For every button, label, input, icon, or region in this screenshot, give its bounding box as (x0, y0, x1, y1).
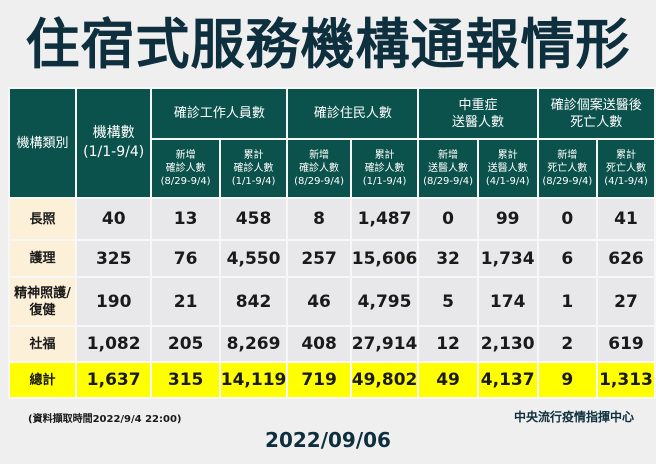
cell-residents-total: 4,795 (351, 278, 418, 325)
cell-severe-new: 0 (419, 199, 477, 239)
cell-staff-new: 13 (152, 199, 219, 239)
cell-deaths-total: 27 (597, 278, 654, 325)
cell-staff-new: 21 (152, 278, 219, 325)
cell-residents-new: 719 (288, 363, 350, 397)
subheader-staff-total: 累計 確診人數 (1/1-9/4) (220, 140, 287, 197)
cell-residents-new: 257 (288, 241, 350, 276)
subheader-severe-total: 累計 送醫人數 (4/1-9/4) (478, 140, 537, 197)
header-institutions: 機構數 (1/1-9/4) (76, 89, 151, 197)
cell-deaths-new: 9 (538, 363, 596, 397)
header-group-deaths: 確診個案送醫後 死亡人數 (538, 89, 654, 138)
cell-severe-total: 99 (478, 199, 537, 239)
cell-residents-new: 408 (288, 327, 350, 361)
cell-residents-total: 27,914 (351, 327, 418, 361)
table-row: 長照 40 13 458 8 1,487 0 99 0 41 (10, 199, 654, 239)
cell-institutions: 1,637 (76, 363, 151, 397)
cell-deaths-new: 2 (538, 327, 596, 361)
subheader-deaths-total: 累計 死亡人數 (4/1-9/4) (597, 140, 654, 197)
cell-staff-new: 205 (152, 327, 219, 361)
cell-severe-new: 49 (419, 363, 477, 397)
data-timestamp-note: (資料擷取時間2022/9/4 22:00) (28, 414, 182, 425)
row-category: 護理 (10, 241, 75, 276)
row-category: 精神照護/ 復健 (10, 278, 75, 325)
cell-staff-total: 14,119 (220, 363, 287, 397)
cell-residents-new: 46 (288, 278, 350, 325)
source-agency: 中央流行疫情指揮中心 (513, 410, 634, 424)
cell-staff-total: 842 (220, 278, 287, 325)
cell-staff-new: 315 (152, 363, 219, 397)
header-group-staff: 確診工作人員數 (152, 89, 287, 138)
cell-institutions: 1,082 (76, 327, 151, 361)
cell-staff-total: 8,269 (220, 327, 287, 361)
header-group-residents: 確診住民人數 (288, 89, 418, 138)
cell-deaths-new: 1 (538, 278, 596, 325)
cell-severe-total: 2,130 (478, 327, 537, 361)
row-category: 總計 (10, 363, 75, 397)
row-category: 社福 (10, 327, 75, 361)
subheader-severe-new: 新增 送醫人數 (8/29-9/4) (419, 140, 477, 197)
cell-severe-new: 5 (419, 278, 477, 325)
cell-residents-total: 1,487 (351, 199, 418, 239)
subheader-residents-total: 累計 確診人數 (1/1-9/4) (351, 140, 418, 197)
cell-residents-total: 49,802 (351, 363, 418, 397)
cell-deaths-total: 1,313 (597, 363, 654, 397)
cell-deaths-total: 626 (597, 241, 654, 276)
header-group-severe: 中重症 送醫人數 (419, 89, 537, 138)
table-row: 社福 1,082 205 8,269 408 27,914 12 2,130 2… (10, 327, 654, 361)
cell-severe-total: 174 (478, 278, 537, 325)
subheader-deaths-new: 新增 死亡人數 (8/29-9/4) (538, 140, 596, 197)
subheader-staff-new: 新增 確診人數 (8/29-9/4) (152, 140, 219, 197)
page-title: 住宿式服務機構通報情形 (25, 13, 631, 76)
row-category: 長照 (10, 199, 75, 239)
cell-severe-total: 1,734 (478, 241, 537, 276)
cell-deaths-new: 6 (538, 241, 596, 276)
cell-severe-total: 4,137 (478, 363, 537, 397)
header-category: 機構類別 (10, 89, 75, 197)
table-row: 護理 325 76 4,550 257 15,606 32 1,734 6 62… (10, 241, 654, 276)
cell-severe-new: 12 (419, 327, 477, 361)
cell-deaths-total: 41 (597, 199, 654, 239)
cell-severe-new: 32 (419, 241, 477, 276)
cell-staff-new: 76 (152, 241, 219, 276)
cell-institutions: 325 (76, 241, 151, 276)
publish-date: 2022/09/06 (265, 428, 391, 452)
cell-staff-total: 458 (220, 199, 287, 239)
cell-residents-new: 8 (288, 199, 350, 239)
cell-residents-total: 15,606 (351, 241, 418, 276)
cell-deaths-new: 0 (538, 199, 596, 239)
cell-deaths-total: 619 (597, 327, 654, 361)
report-table: 機構類別 機構數 (1/1-9/4) 確診工作人員數 確診住民人數 中重症 送醫… (8, 87, 656, 399)
table-row: 精神照護/ 復健 190 21 842 46 4,795 5 174 1 27 (10, 278, 654, 325)
subheader-residents-new: 新增 確診人數 (8/29-9/4) (288, 140, 350, 197)
table-row-total: 總計 1,637 315 14,119 719 49,802 49 4,137 … (10, 363, 654, 397)
cell-institutions: 190 (76, 278, 151, 325)
cell-staff-total: 4,550 (220, 241, 287, 276)
cell-institutions: 40 (76, 199, 151, 239)
